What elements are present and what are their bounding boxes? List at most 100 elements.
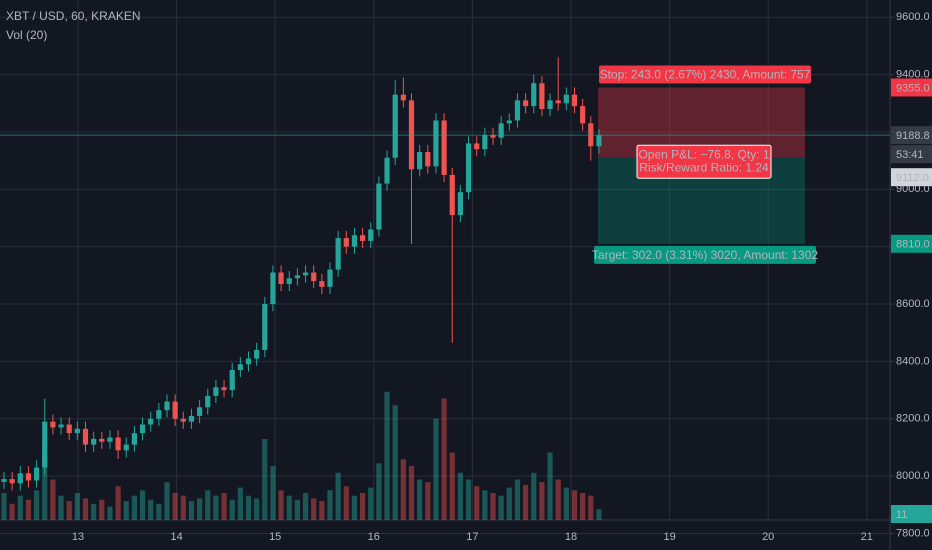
stop-label: Stop: 243.0 (2.67%) 2430, Amount: 757: [600, 68, 811, 82]
candle-body: [343, 238, 349, 247]
candle-body: [254, 349, 260, 359]
candle-body: [571, 94, 578, 107]
candle-body: [563, 94, 569, 104]
volume-tag-box: [891, 505, 932, 523]
target-label-box: [594, 245, 816, 264]
volume-bar: [531, 472, 537, 520]
volume-bar: [498, 495, 504, 520]
y-tick-label: 8000.0: [896, 470, 930, 482]
candle-body: [237, 364, 243, 371]
candle-body: [465, 143, 472, 193]
candle-body: [400, 94, 406, 101]
candle-body: [9, 479, 15, 484]
volume-bar: [205, 490, 211, 520]
candle-body: [58, 424, 64, 428]
candle-body: [221, 387, 227, 391]
volume-bar: [465, 479, 472, 520]
y-tick-label: 7800.0: [896, 527, 930, 539]
volume-bar: [270, 466, 276, 520]
volume-bar: [408, 466, 415, 520]
volume-bar: [172, 493, 178, 520]
volume-bar: [74, 493, 80, 520]
candle-body: [91, 438, 97, 445]
current-price-tag-box: [891, 126, 932, 145]
volume-bar: [213, 495, 219, 520]
overlay: Stop: 243.0 (2.67%) 2430, Amount: 757 Tar…: [0, 65, 932, 523]
candle-body: [131, 433, 137, 445]
candle-body: [74, 428, 80, 434]
countdown-tag: 53:41: [896, 149, 924, 161]
volume-bar: [449, 452, 455, 520]
candle-body: [433, 120, 439, 167]
volume-bar: [506, 487, 512, 520]
candle-body: [172, 401, 178, 419]
volume-bar: [351, 495, 358, 520]
y-tick-label: 8600.0: [896, 298, 930, 310]
volume-bar: [392, 405, 398, 520]
volume-bar: [164, 482, 170, 520]
target-label: Target: 302.0 (3.31%) 3020, Amount: 1302: [592, 248, 818, 262]
volume-bar: [360, 493, 366, 520]
stop-price-tag-box: [891, 78, 932, 97]
candle-body: [482, 134, 488, 150]
volume-bar: [148, 499, 154, 520]
candle-body: [286, 278, 292, 284]
volume-bar: [1, 493, 7, 520]
volume-bar: [9, 503, 15, 520]
volume-bar: [368, 487, 374, 520]
candle-body: [319, 281, 325, 287]
candle-body: [539, 83, 545, 109]
volume-bar: [50, 479, 56, 520]
volume-bar: [188, 501, 195, 520]
volume-bar: [123, 501, 129, 520]
volume-bar: [555, 479, 561, 520]
candle-body: [417, 152, 423, 170]
volume-bar: [221, 493, 227, 520]
volume-bar: [25, 499, 32, 520]
candle-body: [82, 428, 89, 445]
candle-body: [1, 479, 7, 482]
candle-body: [490, 134, 496, 138]
candle-body: [262, 304, 268, 350]
candle-body: [270, 272, 276, 305]
candle-body: [278, 272, 284, 284]
candles: [1, 57, 602, 491]
volume-bar: [514, 479, 521, 520]
volume-bar: [335, 472, 341, 520]
candle-body: [229, 370, 235, 391]
volume-bar: [139, 490, 146, 520]
target-price-tag-box: [891, 234, 932, 253]
pnl-text: Open P&L: −76.8, Qty: 1: [638, 147, 769, 161]
volume-bar: [417, 479, 423, 520]
candle-body: [596, 135, 602, 147]
volume-bar: [384, 391, 390, 520]
entry-price-tag: 9112.0: [896, 172, 929, 184]
candle-body: [123, 444, 129, 451]
volume-bar: [302, 493, 309, 520]
volume-bar: [286, 495, 292, 520]
volume-bar: [588, 495, 594, 520]
volume-bar: [229, 499, 235, 520]
volume-bar: [197, 498, 203, 520]
target-price-tag: 8810.0: [896, 239, 930, 251]
volume-bar: [34, 490, 40, 520]
candle-body: [99, 438, 105, 442]
candle-body: [547, 100, 553, 109]
pnl-box: [636, 144, 772, 179]
volume-bar: [482, 490, 488, 520]
volume-bar: [563, 487, 569, 520]
x-tick-label: 21: [861, 531, 873, 543]
volume-bar: [58, 495, 64, 520]
candle-body: [197, 407, 203, 416]
candle-body: [302, 272, 309, 276]
candle-body: [474, 143, 480, 150]
y-tick-label: 8200.0: [896, 413, 930, 425]
candle-body: [368, 229, 374, 241]
volume-bar: [115, 486, 121, 520]
volume: [1, 391, 602, 520]
candle-body: [335, 238, 341, 270]
chart-title: XBT / USD, 60, KRAKEN: [6, 9, 141, 23]
volume-bar: [327, 490, 333, 520]
